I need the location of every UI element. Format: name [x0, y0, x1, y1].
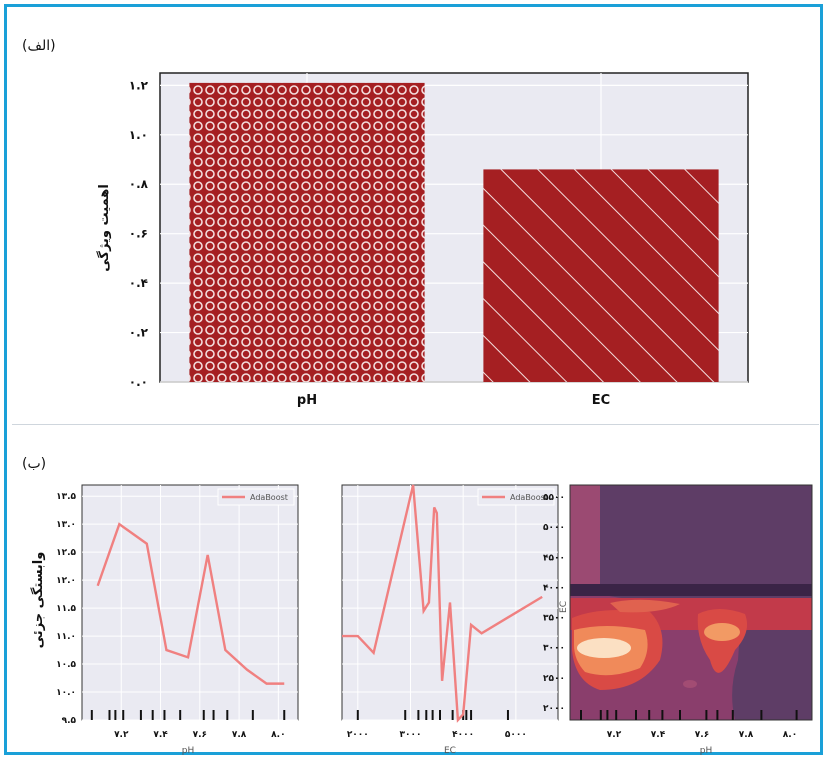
pdp-ec-x-tick-label: ۴۰۰۰: [452, 730, 474, 740]
bar-ec: [483, 169, 719, 382]
heatmap-y-tick-label: ۳۵۰۰: [543, 614, 565, 624]
heatmap-blob-orange-center: [704, 623, 740, 641]
heatmap-band-dark: [570, 584, 812, 596]
heatmap-y-tick-label: ۵۰۰۰: [543, 523, 565, 533]
bar-ph: [189, 82, 425, 382]
bar-y-tick-label: ۰.۸: [129, 177, 149, 191]
heatmap-y-axis-label: EC: [559, 601, 569, 613]
pdp-ec-x-tick-label: ۵۰۰۰: [505, 730, 527, 740]
pdp-ph-y-tick-label: ۹.۵: [62, 716, 77, 726]
heatmap-y-tick-label: ۳۰۰۰: [543, 644, 565, 654]
heatmap-x-axis-label: pH: [700, 746, 712, 756]
pdp-ph-legend: AdaBoost: [217, 488, 295, 506]
pdp-ph-y-tick-label: ۱۰.۰: [56, 688, 76, 698]
pdp-ph-x-tick-label: ۸.۰: [271, 730, 285, 740]
pdp-ph-y-tick-label: ۱۳.۵: [56, 492, 76, 502]
pdp-ph-x-tick-label: ۷.۸: [232, 730, 247, 740]
heatmap-y-tick-label: ۵۵۰۰: [543, 493, 565, 503]
pdp-ec-line: [342, 484, 543, 723]
bar-y-tick-label: ۰.۲: [129, 326, 149, 340]
bar-x-tick-label: EC: [592, 393, 610, 408]
heatmap-y-tick-label: ۲۵۰۰: [543, 674, 565, 684]
pdp-ph-y-tick-label: ۱۲.۵: [56, 548, 76, 558]
heatmap-x-tick-label: ۸.۰: [783, 730, 797, 740]
pdp-ec-legend: AdaBoost: [477, 488, 555, 506]
pdp-ph-x-tick-label: ۷.۴: [153, 730, 168, 740]
panel-b-label: (ب): [22, 456, 47, 472]
pdp-ph-y-tick-label: ۱۱.۵: [56, 604, 76, 614]
heatmap-contour-purple-left: [570, 485, 600, 594]
panel-a-label: (الف): [22, 38, 56, 54]
heatmap-x-tick-label: ۷.۶: [695, 730, 709, 740]
heatmap-x-tick-label: ۷.۲: [607, 730, 622, 740]
bar-y-tick-label: ۱.۰: [129, 128, 148, 142]
heatmap-y-tick-label: ۴۰۰۰: [543, 583, 565, 593]
bar-y-tick-label: ۰.۴: [129, 276, 148, 290]
heatmap-x-tick-label: ۷.۴: [651, 730, 666, 740]
figure-frame: [4, 4, 823, 755]
heatmap-blob-red-top: [610, 599, 680, 613]
pdp-ph-y-tick-label: ۱۲.۰: [56, 576, 76, 586]
bar-x-tick-label: pH: [297, 393, 317, 408]
pdp-ph-x-tick-label: ۷.۶: [193, 730, 207, 740]
heatmap-contour-dark-bottom: [732, 630, 812, 720]
heatmap-x-tick-label: ۷.۸: [739, 730, 754, 740]
pdp-ec-x-tick-label: ۳۰۰۰: [399, 730, 421, 740]
bar-y-tick-label: ۰.۰: [129, 375, 148, 389]
pdp-ph-y-axis-label: وابستگی جزئی: [30, 552, 46, 649]
heatmap-y-tick-label: ۲۰۰۰: [543, 704, 565, 714]
heatmap-contour-dark-top: [600, 485, 812, 602]
heatmap-blob-light-left: [577, 638, 631, 658]
pdp-ph-y-tick-label: ۱۳.۰: [56, 520, 76, 530]
bar-y-axis-label: اهمیت ویژگی: [96, 184, 112, 272]
pdp-ec-x-axis-label: EC: [444, 746, 456, 756]
pdp-ph-x-tick-label: ۷.۲: [114, 730, 129, 740]
pdp-ec-x-tick-label: ۲۰۰۰: [347, 730, 369, 740]
pdp-ph-legend-label: AdaBoost: [250, 493, 288, 502]
heatmap-plot-border: [569, 484, 813, 721]
pdp-ph-y-tick-label: ۱۰.۵: [56, 660, 76, 670]
pdp-ec-legend-label: AdaBoost: [510, 493, 548, 502]
pdp-ph-x-axis-label: pH: [182, 746, 194, 756]
heatmap-y-tick-label: ۴۵۰۰: [543, 553, 565, 563]
pdp-ph-y-tick-label: ۱۱.۰: [56, 632, 76, 642]
panel-divider: [12, 424, 819, 425]
heatmap-blob-small-bottom: [683, 680, 697, 688]
pdp-ph-line: [96, 522, 285, 685]
bar-y-tick-label: ۰.۶: [129, 227, 148, 241]
bar-y-tick-label: ۱.۲: [129, 78, 149, 92]
